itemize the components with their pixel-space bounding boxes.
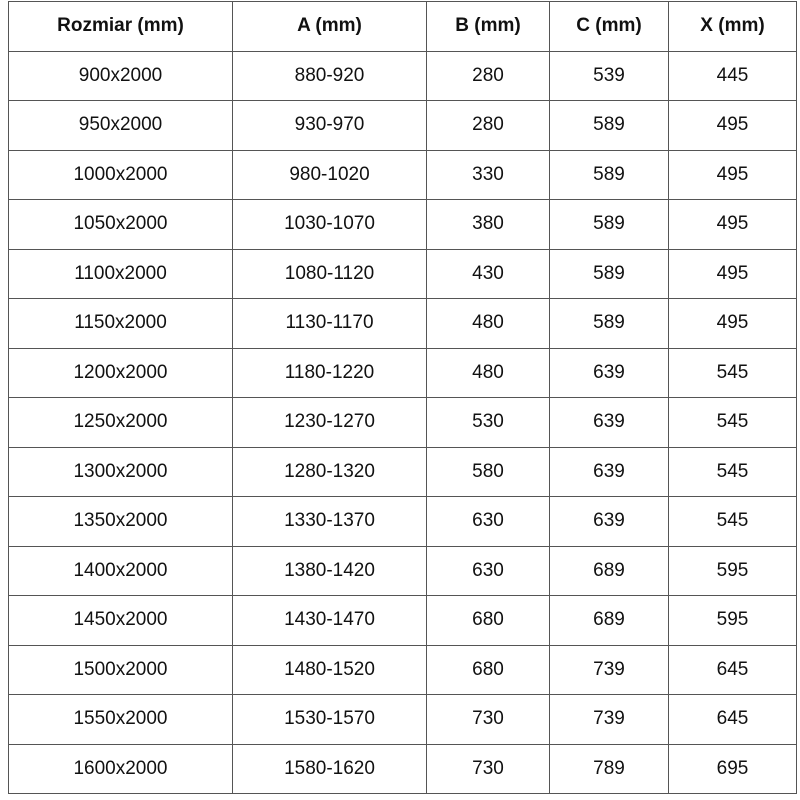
cell-b: 680 bbox=[426, 595, 550, 646]
cell-a: 1180-1220 bbox=[232, 347, 427, 398]
cell-b: 730 bbox=[426, 694, 550, 745]
cell-a: 1530-1570 bbox=[232, 694, 427, 745]
cell-b: 330 bbox=[426, 149, 550, 200]
cell-x: 645 bbox=[668, 694, 797, 745]
cell-c: 639 bbox=[549, 397, 669, 448]
table-row: 1600x2000 1580-1620 730 789 695 bbox=[8, 743, 797, 794]
cell-rozmiar: 1400x2000 bbox=[8, 545, 233, 596]
cell-a: 980-1020 bbox=[232, 149, 427, 200]
table-row: 900x2000 880-920 280 539 445 bbox=[8, 50, 797, 101]
cell-a: 1230-1270 bbox=[232, 397, 427, 448]
table-row: 1150x2000 1130-1170 480 589 495 bbox=[8, 298, 797, 349]
header-a: A (mm) bbox=[232, 1, 427, 52]
cell-c: 589 bbox=[549, 298, 669, 349]
table-row: 1200x2000 1180-1220 480 639 545 bbox=[8, 347, 797, 398]
cell-rozmiar: 1500x2000 bbox=[8, 644, 233, 695]
cell-rozmiar: 950x2000 bbox=[8, 100, 233, 151]
cell-rozmiar: 1100x2000 bbox=[8, 248, 233, 299]
cell-c: 689 bbox=[549, 595, 669, 646]
cell-a: 1480-1520 bbox=[232, 644, 427, 695]
cell-x: 695 bbox=[668, 743, 797, 794]
cell-rozmiar: 1550x2000 bbox=[8, 694, 233, 745]
cell-b: 630 bbox=[426, 545, 550, 596]
table-row: 1550x2000 1530-1570 730 739 645 bbox=[8, 694, 797, 745]
cell-rozmiar: 1600x2000 bbox=[8, 743, 233, 794]
cell-b: 730 bbox=[426, 743, 550, 794]
cell-x: 545 bbox=[668, 446, 797, 497]
table-row: 1400x2000 1380-1420 630 689 595 bbox=[8, 545, 797, 596]
cell-a: 1430-1470 bbox=[232, 595, 427, 646]
cell-x: 495 bbox=[668, 298, 797, 349]
cell-c: 589 bbox=[549, 248, 669, 299]
cell-b: 680 bbox=[426, 644, 550, 695]
table-row: 1350x2000 1330-1370 630 639 545 bbox=[8, 496, 797, 547]
cell-x: 495 bbox=[668, 248, 797, 299]
cell-a: 1030-1070 bbox=[232, 199, 427, 250]
cell-a: 1130-1170 bbox=[232, 298, 427, 349]
cell-b: 630 bbox=[426, 496, 550, 547]
cell-rozmiar: 1000x2000 bbox=[8, 149, 233, 200]
cell-a: 1330-1370 bbox=[232, 496, 427, 547]
cell-rozmiar: 1050x2000 bbox=[8, 199, 233, 250]
cell-rozmiar: 1450x2000 bbox=[8, 595, 233, 646]
dimensions-table: Rozmiar (mm) A (mm) B (mm) C (mm) X (mm)… bbox=[8, 1, 797, 794]
cell-b: 430 bbox=[426, 248, 550, 299]
cell-c: 589 bbox=[549, 149, 669, 200]
cell-x: 545 bbox=[668, 347, 797, 398]
cell-b: 380 bbox=[426, 199, 550, 250]
cell-x: 595 bbox=[668, 595, 797, 646]
table-row: 1300x2000 1280-1320 580 639 545 bbox=[8, 446, 797, 497]
cell-b: 280 bbox=[426, 50, 550, 101]
cell-b: 480 bbox=[426, 298, 550, 349]
cell-x: 545 bbox=[668, 397, 797, 448]
table-row: 1450x2000 1430-1470 680 689 595 bbox=[8, 595, 797, 646]
header-row: Rozmiar (mm) A (mm) B (mm) C (mm) X (mm) bbox=[8, 1, 797, 52]
cell-c: 639 bbox=[549, 496, 669, 547]
cell-a: 1280-1320 bbox=[232, 446, 427, 497]
cell-x: 595 bbox=[668, 545, 797, 596]
cell-c: 589 bbox=[549, 100, 669, 151]
cell-c: 589 bbox=[549, 199, 669, 250]
cell-a: 930-970 bbox=[232, 100, 427, 151]
cell-c: 639 bbox=[549, 446, 669, 497]
cell-rozmiar: 1200x2000 bbox=[8, 347, 233, 398]
cell-rozmiar: 1350x2000 bbox=[8, 496, 233, 547]
cell-c: 739 bbox=[549, 644, 669, 695]
cell-x: 645 bbox=[668, 644, 797, 695]
cell-rozmiar: 900x2000 bbox=[8, 50, 233, 101]
cell-b: 480 bbox=[426, 347, 550, 398]
cell-x: 495 bbox=[668, 199, 797, 250]
cell-c: 539 bbox=[549, 50, 669, 101]
cell-c: 739 bbox=[549, 694, 669, 745]
cell-c: 689 bbox=[549, 545, 669, 596]
cell-x: 495 bbox=[668, 100, 797, 151]
header-x: X (mm) bbox=[668, 1, 797, 52]
header-b: B (mm) bbox=[426, 1, 550, 52]
cell-b: 280 bbox=[426, 100, 550, 151]
cell-x: 445 bbox=[668, 50, 797, 101]
cell-a: 880-920 bbox=[232, 50, 427, 101]
cell-x: 495 bbox=[668, 149, 797, 200]
cell-a: 1380-1420 bbox=[232, 545, 427, 596]
cell-b: 580 bbox=[426, 446, 550, 497]
header-c: C (mm) bbox=[549, 1, 669, 52]
table-row: 950x2000 930-970 280 589 495 bbox=[8, 100, 797, 151]
cell-a: 1580-1620 bbox=[232, 743, 427, 794]
table-row: 1000x2000 980-1020 330 589 495 bbox=[8, 149, 797, 200]
cell-rozmiar: 1250x2000 bbox=[8, 397, 233, 448]
table-row: 1100x2000 1080-1120 430 589 495 bbox=[8, 248, 797, 299]
header-rozmiar: Rozmiar (mm) bbox=[8, 1, 233, 52]
cell-rozmiar: 1300x2000 bbox=[8, 446, 233, 497]
cell-c: 789 bbox=[549, 743, 669, 794]
table-row: 1050x2000 1030-1070 380 589 495 bbox=[8, 199, 797, 250]
cell-a: 1080-1120 bbox=[232, 248, 427, 299]
table-row: 1500x2000 1480-1520 680 739 645 bbox=[8, 644, 797, 695]
table-row: 1250x2000 1230-1270 530 639 545 bbox=[8, 397, 797, 448]
cell-rozmiar: 1150x2000 bbox=[8, 298, 233, 349]
cell-c: 639 bbox=[549, 347, 669, 398]
cell-x: 545 bbox=[668, 496, 797, 547]
cell-b: 530 bbox=[426, 397, 550, 448]
